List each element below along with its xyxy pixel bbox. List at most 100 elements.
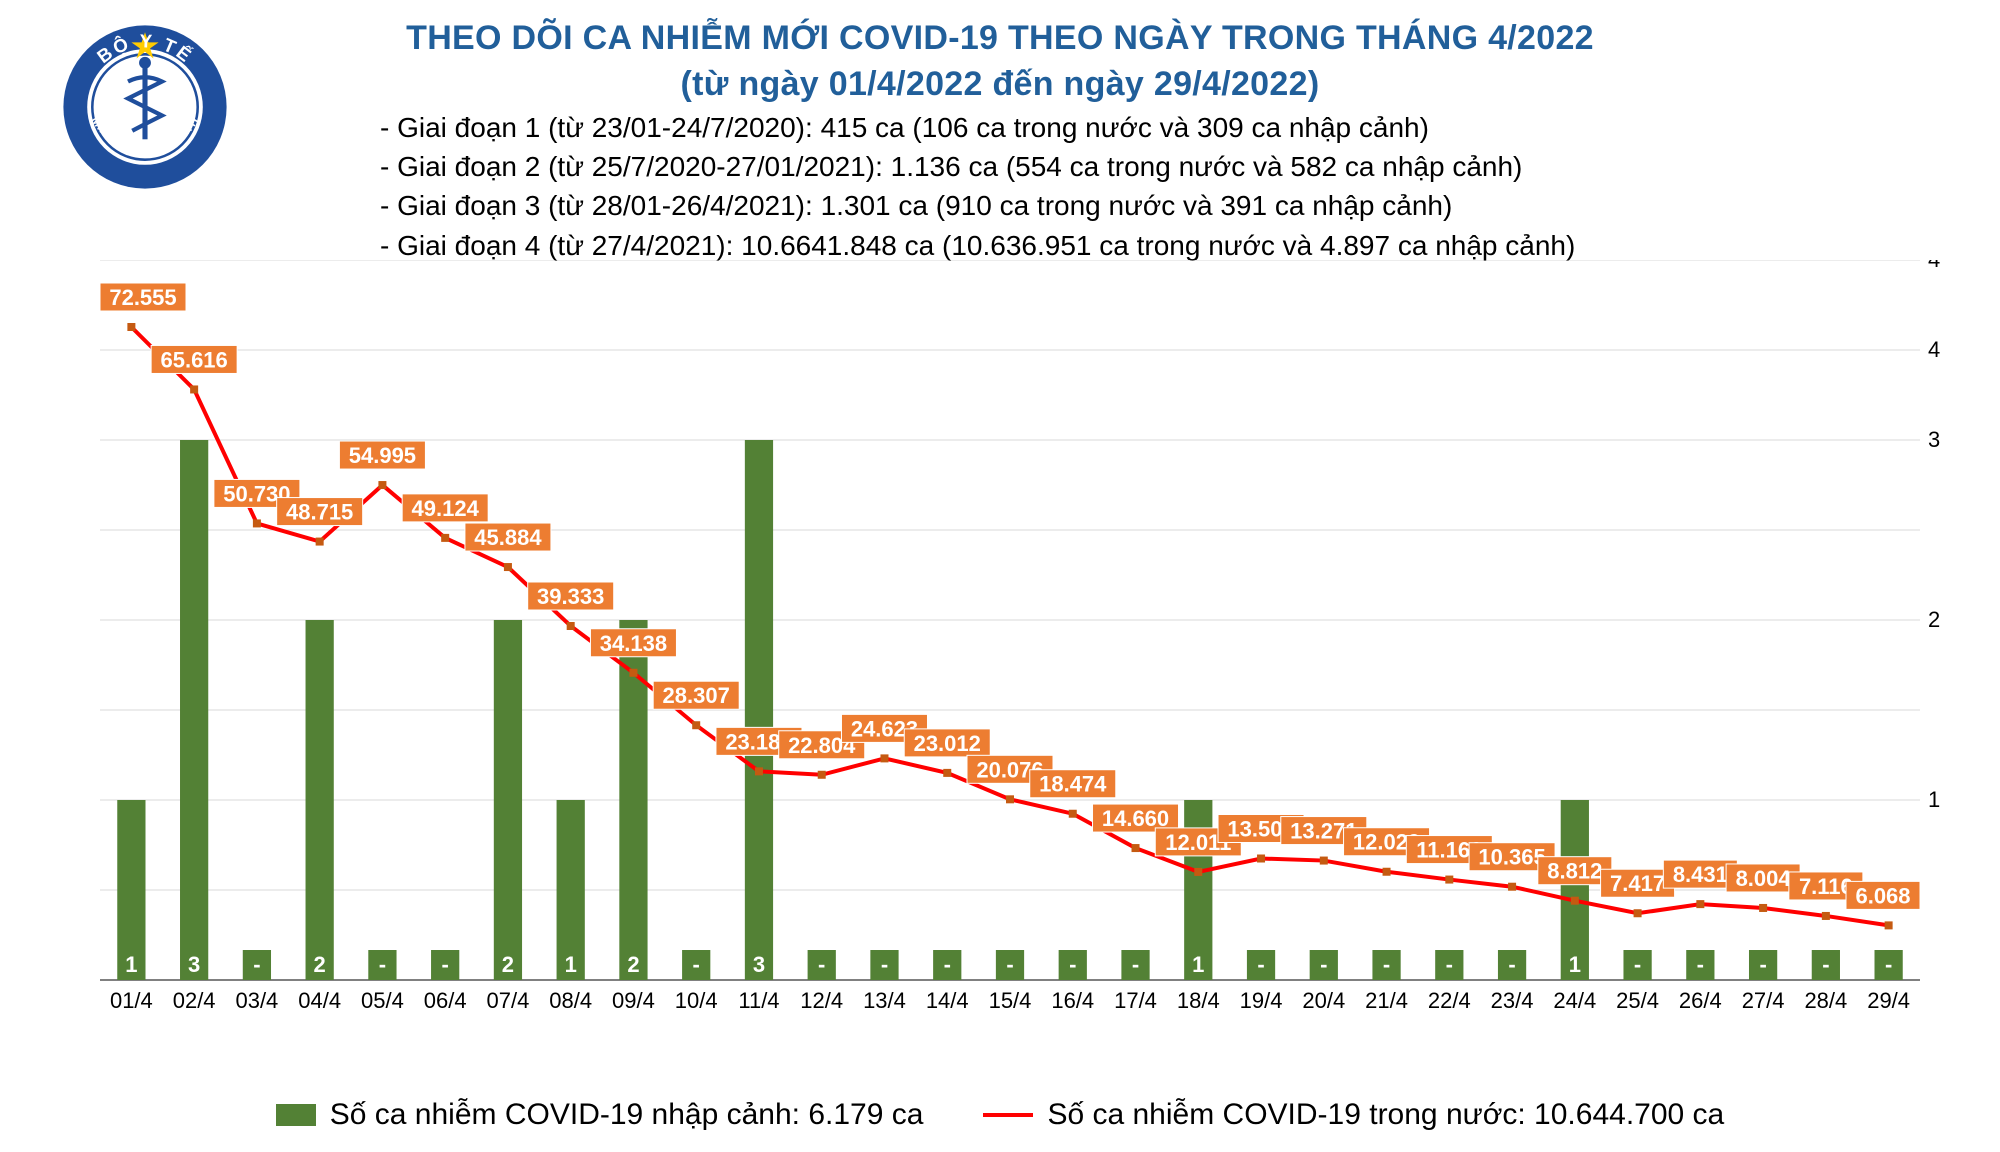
x-tick: 10/4 xyxy=(675,988,718,1013)
line-marker xyxy=(378,481,386,489)
bar-label: - xyxy=(944,952,951,977)
x-tick: 01/4 xyxy=(110,988,153,1013)
bar-label: - xyxy=(1257,952,1264,977)
bar-label: - xyxy=(1446,952,1453,977)
bar-label: - xyxy=(1885,952,1892,977)
data-label: 6.068 xyxy=(1846,881,1920,909)
svg-text:28.307: 28.307 xyxy=(663,683,730,708)
phase-summary: - Giai đoạn 1 (từ 23/01-24/7/2020): 415 … xyxy=(380,108,1575,265)
bar-label: - xyxy=(442,952,449,977)
line-marker xyxy=(1571,897,1579,905)
line-marker xyxy=(943,769,951,777)
line-marker xyxy=(1634,909,1642,917)
line-marker xyxy=(818,771,826,779)
data-label: 39.333 xyxy=(528,582,614,610)
line-marker xyxy=(1759,904,1767,912)
x-tick: 23/4 xyxy=(1491,988,1534,1013)
line-marker xyxy=(504,563,512,571)
line-marker xyxy=(567,622,575,630)
phase-2: - Giai đoạn 2 (từ 25/7/2020-27/01/2021):… xyxy=(380,147,1575,186)
x-tick: 24/4 xyxy=(1553,988,1596,1013)
legend-bar-label: Số ca nhiễm COVID-19 nhập cảnh: 6.179 ca xyxy=(330,1098,924,1132)
bar-label: 2 xyxy=(502,952,514,977)
bar xyxy=(745,440,773,980)
x-tick: 11/4 xyxy=(738,988,779,1013)
bar-label: - xyxy=(1006,952,1013,977)
y2-tick: 1 xyxy=(1928,787,1940,812)
x-tick: 07/4 xyxy=(487,988,530,1013)
x-tick: 19/4 xyxy=(1240,988,1283,1013)
legend-line-label: Số ca nhiễm COVID-19 trong nước: 10.644.… xyxy=(1047,1098,1724,1132)
x-tick: 05/4 xyxy=(361,988,404,1013)
chart-title-2: (từ ngày 01/4/2022 đến ngày 29/4/2022) xyxy=(0,62,2000,108)
legend-bar: Số ca nhiễm COVID-19 nhập cảnh: 6.179 ca xyxy=(276,1098,924,1132)
bar-label: - xyxy=(1759,952,1766,977)
bar xyxy=(180,440,208,980)
x-tick: 08/4 xyxy=(549,988,592,1013)
svg-text:8.431: 8.431 xyxy=(1673,862,1728,887)
data-label: 34.138 xyxy=(590,629,676,657)
line-marker xyxy=(1257,855,1265,863)
legend-line-swatch xyxy=(983,1113,1033,1117)
line-marker xyxy=(880,754,888,762)
data-label: 72.555 xyxy=(100,283,186,311)
line-marker xyxy=(755,767,763,775)
bar-label: 1 xyxy=(565,952,577,977)
bar-label: - xyxy=(1069,952,1076,977)
svg-text:8.004: 8.004 xyxy=(1736,866,1792,891)
svg-text:6.068: 6.068 xyxy=(1855,883,1910,908)
data-label: 49.124 xyxy=(402,494,488,522)
svg-text:45.884: 45.884 xyxy=(474,525,542,550)
line-marker xyxy=(1822,912,1830,920)
svg-text:54.995: 54.995 xyxy=(349,443,416,468)
line-marker xyxy=(1320,857,1328,865)
chart-legend: Số ca nhiễm COVID-19 nhập cảnh: 6.179 ca… xyxy=(0,1098,2000,1132)
bar-label: 1 xyxy=(1192,952,1204,977)
svg-text:23.012: 23.012 xyxy=(914,731,981,756)
bar-label: 3 xyxy=(188,952,200,977)
bar-label: - xyxy=(1697,952,1704,977)
bar-label: - xyxy=(253,952,260,977)
bar-label: - xyxy=(379,952,386,977)
svg-text:72.555: 72.555 xyxy=(109,285,176,310)
data-label: 48.715 xyxy=(277,498,363,526)
data-label: 45.884 xyxy=(465,523,551,551)
x-tick: 25/4 xyxy=(1616,988,1659,1013)
line-marker xyxy=(127,323,135,331)
x-tick: 17/4 xyxy=(1114,988,1157,1013)
bar-label: - xyxy=(1132,952,1139,977)
data-label: 65.616 xyxy=(151,345,237,373)
svg-text:34.138: 34.138 xyxy=(600,631,667,656)
phase-4: - Giai đoạn 4 (từ 27/4/2021): 10.6641.84… xyxy=(380,226,1575,265)
x-tick: 20/4 xyxy=(1302,988,1345,1013)
line-series xyxy=(131,327,1888,925)
svg-text:10.365: 10.365 xyxy=(1478,845,1545,870)
x-tick: 21/4 xyxy=(1365,988,1408,1013)
line-marker xyxy=(629,669,637,677)
chart-container: BỘ Y TẾ MINISTRY OF HEALTH THEO DÕI CA N… xyxy=(0,0,2000,1152)
chart-plot-area: -10.00020.00030.00040.00050.00060.00070.… xyxy=(100,260,1960,1020)
bar xyxy=(494,620,522,980)
line-marker xyxy=(1006,795,1014,803)
data-label: 23.012 xyxy=(904,729,990,757)
bar-label: - xyxy=(693,952,700,977)
line-marker xyxy=(1696,900,1704,908)
svg-text:7.116: 7.116 xyxy=(1799,874,1853,899)
x-tick: 15/4 xyxy=(989,988,1032,1013)
x-tick: 29/4 xyxy=(1867,988,1910,1013)
svg-text:49.124: 49.124 xyxy=(412,496,480,521)
x-tick: 14/4 xyxy=(926,988,969,1013)
x-tick: 18/4 xyxy=(1177,988,1220,1013)
bar-label: - xyxy=(881,952,888,977)
chart-header: THEO DÕI CA NHIỄM MỚI COVID-19 THEO NGÀY… xyxy=(0,16,2000,108)
line-marker xyxy=(1445,876,1453,884)
x-tick: 16/4 xyxy=(1051,988,1094,1013)
x-tick: 02/4 xyxy=(173,988,216,1013)
y2-tick: 4 xyxy=(1928,260,1940,272)
svg-text:7.417: 7.417 xyxy=(1610,871,1665,896)
line-marker xyxy=(253,519,261,527)
bar xyxy=(306,620,334,980)
legend-bar-swatch xyxy=(276,1104,316,1126)
line-marker xyxy=(1885,921,1893,929)
svg-text:18.474: 18.474 xyxy=(1039,772,1107,797)
